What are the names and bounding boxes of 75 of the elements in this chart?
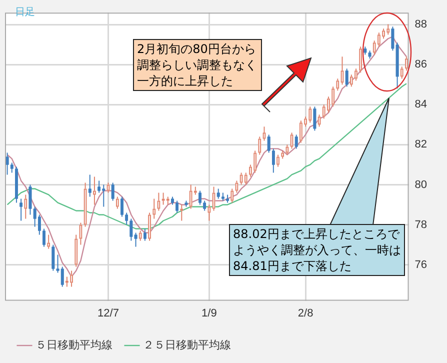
candlestick [318, 114, 321, 128]
candlestick [125, 212, 128, 226]
candlestick [276, 154, 280, 168]
candlestick [111, 182, 114, 202]
candlestick [56, 254, 60, 274]
candlestick [116, 196, 119, 210]
candlestick [272, 148, 275, 174]
legend-label: ２５日移動平均線 [143, 340, 231, 352]
candlestick [230, 188, 234, 204]
candlestick [391, 26, 394, 52]
x-tick-label: 12/7 [98, 307, 119, 320]
candlestick [47, 234, 50, 250]
candlestick [162, 192, 165, 206]
candlestick [10, 162, 14, 174]
candlestick [60, 266, 64, 288]
candlestick [340, 56, 344, 86]
candlestick [208, 204, 211, 222]
candlestick [180, 204, 184, 222]
candlestick [88, 174, 92, 198]
candlestick [6, 152, 9, 176]
candlestick [290, 132, 294, 150]
annotation: 2月初旬の80円台から調整らしい調整もなく一方的に上昇した [133, 39, 262, 91]
candlestick [400, 66, 404, 80]
candlestick [120, 196, 124, 218]
x-tick-label: 1/9 [202, 307, 217, 320]
candlestick [240, 172, 243, 186]
candlestick [20, 198, 22, 222]
y-tick-label: 78 [414, 218, 428, 231]
y-tick-label: 80 [414, 178, 428, 191]
candlestick [286, 144, 289, 156]
candlestick [28, 184, 32, 216]
y-tick-label: 84 [414, 98, 428, 111]
candlestick [189, 184, 192, 210]
candlestick [216, 188, 220, 200]
candlestick [258, 136, 262, 156]
candlestick [176, 200, 178, 214]
candlestick [148, 212, 151, 242]
y-tick-label: 86 [414, 58, 428, 71]
candlestick [345, 68, 348, 88]
y-tick-label: 82 [414, 138, 428, 151]
candlestick [262, 126, 266, 142]
x-tick-label: 2/8 [298, 307, 314, 320]
candlestick [396, 42, 399, 89]
candlestick [244, 172, 248, 186]
annotation: 日足 [15, 7, 35, 19]
candlestick [267, 134, 270, 154]
candlestick [84, 182, 87, 228]
candlestick [198, 190, 202, 206]
candlestick [38, 214, 41, 236]
candlestick [130, 218, 133, 242]
candlestick [235, 180, 238, 194]
candlestick [313, 106, 316, 132]
annotation: 88.02円まで上昇したところでようやく調整が入って、一時は84.81円まで下落した [229, 224, 405, 276]
candlestick [203, 200, 206, 212]
candlestick [359, 46, 362, 74]
candlestick [106, 182, 110, 194]
candlestick [134, 232, 138, 248]
candlestick [33, 206, 36, 228]
candlestick [74, 234, 78, 268]
candlestick [212, 186, 216, 212]
candlestick [15, 166, 18, 204]
candlestick [144, 228, 146, 242]
candlestick [294, 134, 298, 150]
candlestick [152, 198, 156, 220]
y-tick-label: 88 [414, 18, 428, 31]
candlestick [93, 176, 96, 206]
candlestick [24, 194, 28, 220]
candlestick [336, 78, 340, 92]
candlestick [138, 230, 142, 242]
candlestick [157, 192, 160, 212]
legend-label: ５日移動平均線 [36, 340, 112, 352]
candlestick [42, 228, 46, 248]
candlestick [79, 222, 82, 246]
y-tick-label: 76 [414, 258, 428, 271]
candlestick [52, 244, 55, 272]
